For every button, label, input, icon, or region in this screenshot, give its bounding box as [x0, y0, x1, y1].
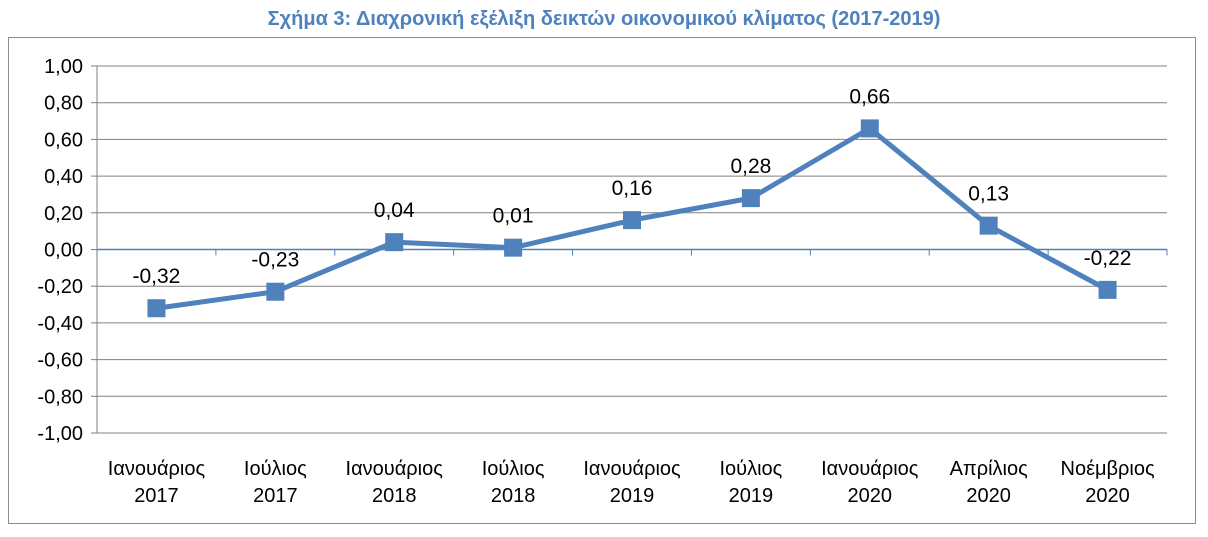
x-tick-label: Απρίλιος 2020 — [950, 458, 1029, 507]
x-tick-label: Ιανουάριος 2020 — [821, 458, 919, 507]
data-label: 0,04 — [374, 199, 415, 222]
data-label: 0,01 — [493, 205, 534, 228]
data-labels: -0,32 -0,23 0,04 0,01 0,16 0,28 0,66 0,13 -0,22 — [133, 85, 1132, 288]
x-tick-label: Νοέμβριος 2020 — [1061, 458, 1155, 507]
data-point-marker — [385, 233, 404, 252]
y-tick-label: -0,80 — [37, 386, 83, 408]
x-tick-label: Ιανουάριος 2019 — [583, 458, 681, 507]
y-tick-label: 0,40 — [44, 166, 83, 188]
axes — [91, 65, 1168, 434]
data-point-marker — [979, 216, 998, 235]
chart-frame — [8, 37, 1196, 524]
data-point-marker — [860, 119, 879, 138]
data-point-marker — [741, 189, 760, 208]
y-tick-label: -1,00 — [37, 423, 83, 445]
gridlines — [97, 65, 1167, 434]
chart-title: Σχήμα 3: Διαχρονική εξέλιξη δεικτών οικο… — [267, 8, 941, 30]
y-tick-label: 1,00 — [44, 56, 83, 78]
y-tick-label: 0,80 — [44, 93, 83, 115]
x-tick-labels: Ιανουάριος 2017 Ιούλιος 2017 Ιανουάριος 2018 Ι… — [108, 458, 1155, 507]
y-tick-label: 0,00 — [44, 240, 83, 262]
y-tick-label: -0,40 — [37, 313, 83, 335]
data-label: 0,28 — [730, 155, 771, 178]
data-label: -0,32 — [133, 265, 181, 288]
y-tick-labels: 1,00 0,80 0,60 0,40 0,20 0,00 -0,20 -0,40 -0,60 -… — [37, 56, 83, 445]
data-point-marker — [147, 299, 166, 318]
x-tick-label: Ιανουάριος 2017 — [108, 458, 206, 507]
series-line-group — [147, 119, 1117, 318]
data-label: 0,66 — [849, 85, 890, 108]
data-label: -0,23 — [251, 249, 299, 272]
y-tick-label: 0,20 — [44, 203, 83, 225]
data-label: 0,13 — [968, 183, 1009, 206]
data-point-marker — [623, 211, 641, 230]
y-tick-label: 0,60 — [44, 129, 83, 151]
y-tick-label: -0,60 — [37, 350, 83, 372]
data-point-marker — [1098, 280, 1117, 299]
data-point-marker — [504, 238, 523, 257]
data-label: -0,22 — [1084, 247, 1132, 270]
x-tick-label: Ιούλιος 2017 — [244, 458, 307, 507]
data-point-marker — [266, 282, 285, 301]
y-tick-label: -0,20 — [37, 276, 83, 298]
x-tick-label: Ιούλιος 2018 — [482, 458, 545, 507]
data-label: 0,16 — [612, 177, 653, 200]
x-tick-label: Ιούλιος 2019 — [719, 458, 782, 507]
x-tick-label: Ιανουάριος 2018 — [346, 458, 444, 507]
